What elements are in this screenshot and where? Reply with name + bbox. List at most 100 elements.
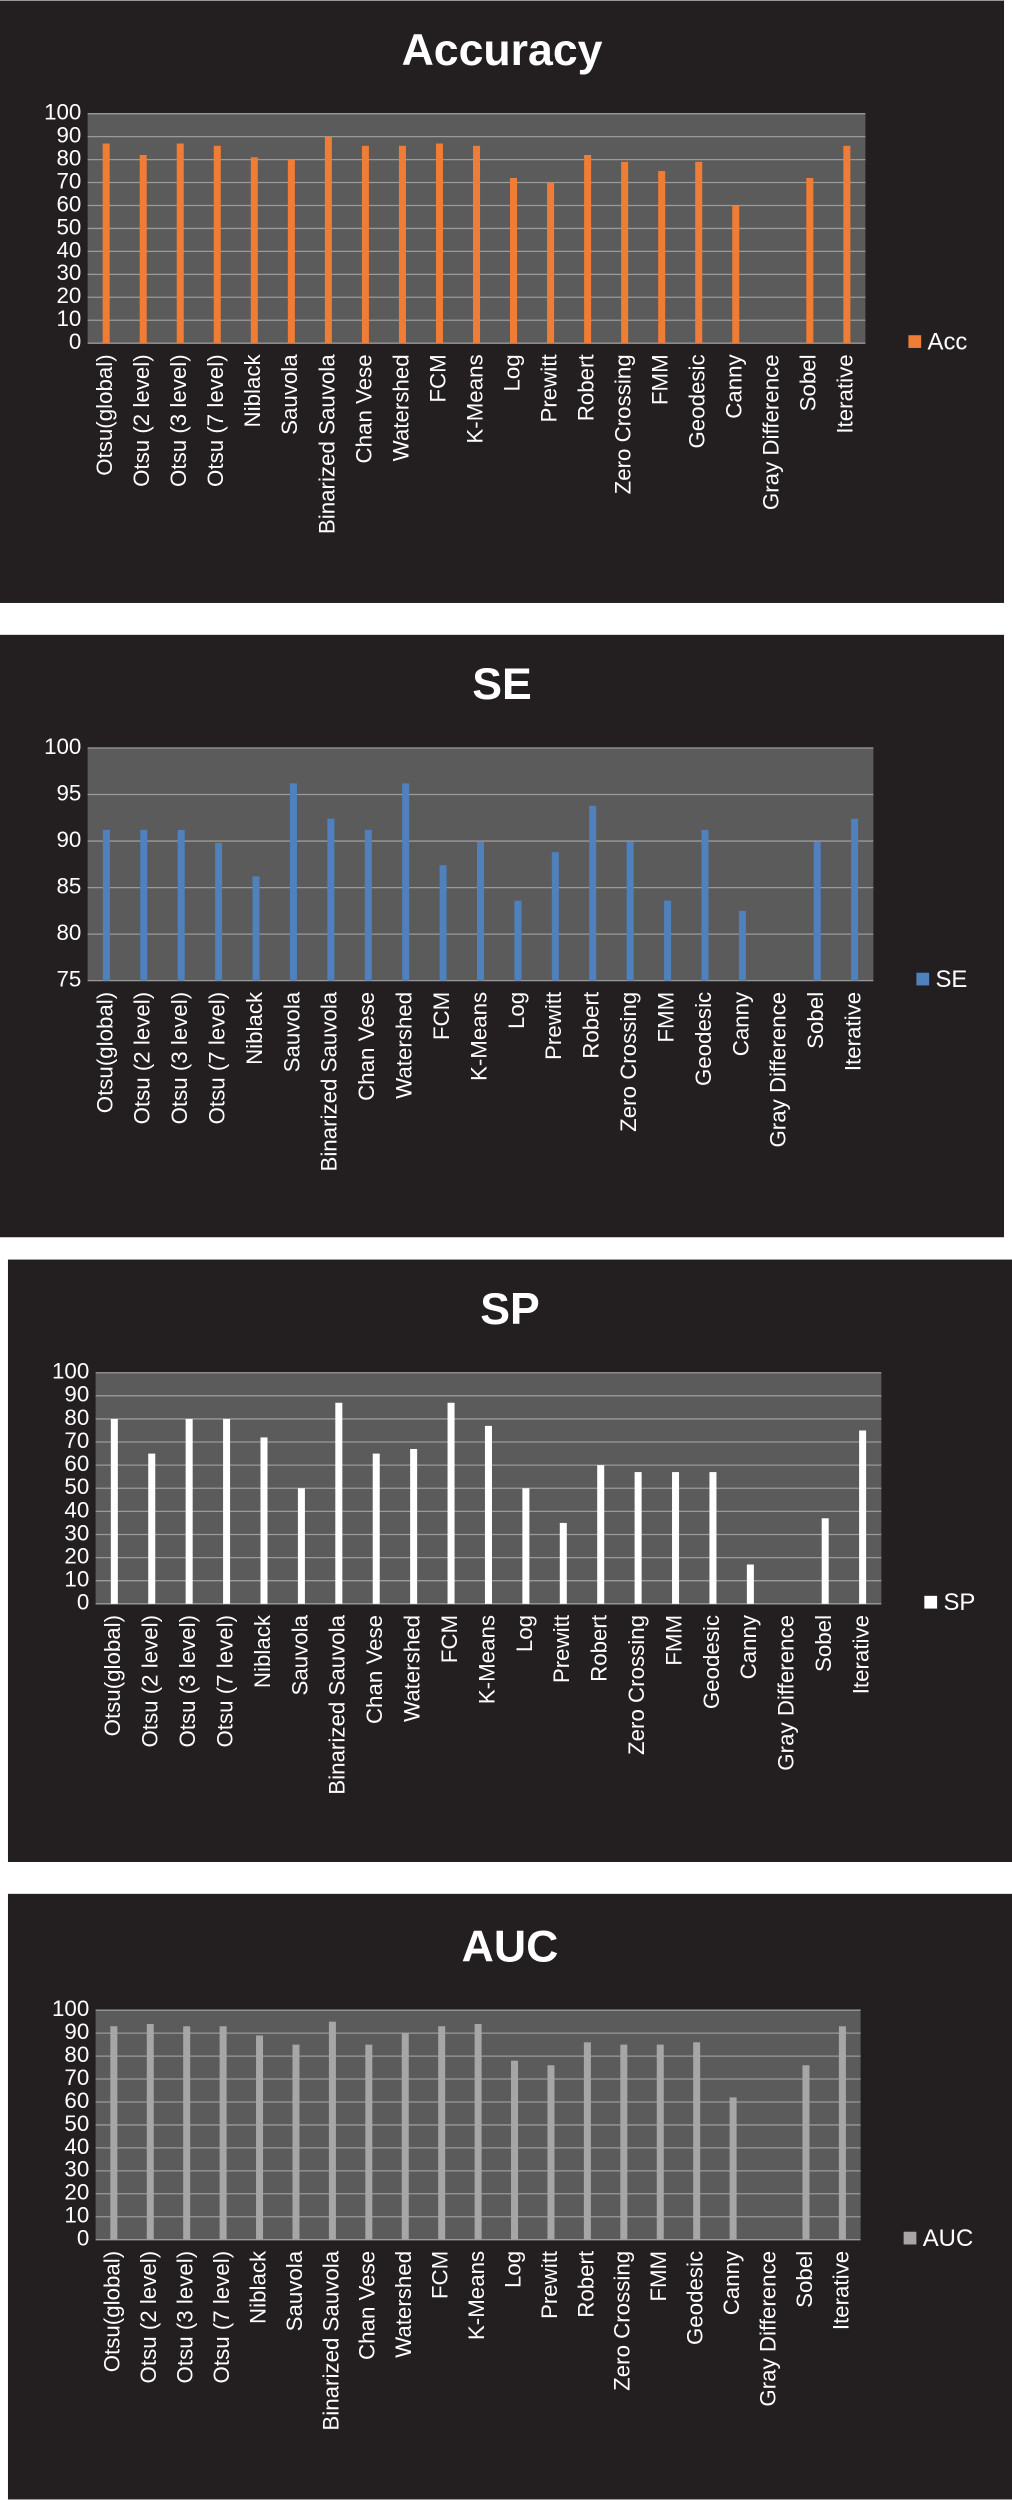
x-tick-label: Iterative	[828, 2251, 853, 2330]
x-tick-label: Niblack	[250, 1614, 275, 1688]
x-tick-label: Otsu (2 level)	[138, 1615, 163, 1748]
x-tick-label: Chan Vese	[355, 2251, 380, 2360]
bar	[476, 841, 485, 981]
bar	[102, 829, 110, 981]
bar	[361, 145, 369, 344]
bar	[110, 2026, 118, 2240]
bar	[439, 865, 447, 981]
y-tick-label: 70	[64, 2065, 89, 2090]
chart-title: Accuracy	[402, 26, 603, 75]
x-tick-label: Canny	[722, 353, 747, 418]
bar	[215, 842, 223, 981]
x-tick-label: Geodesic	[683, 2251, 708, 2345]
bar	[738, 910, 746, 981]
y-tick-label: 20	[64, 2180, 89, 2205]
x-tick-label: Prewitt	[536, 354, 561, 423]
x-tick-label: Gray Difference	[774, 1615, 799, 1771]
bar	[110, 1418, 118, 1604]
x-tick-label: Zero Crossing	[610, 2251, 635, 2391]
legend-swatch	[903, 2231, 917, 2245]
bar	[335, 1402, 343, 1604]
bar	[256, 2035, 264, 2240]
x-tick-label: Log	[512, 1615, 537, 1652]
x-tick-label: Sobel	[803, 992, 828, 1049]
x-tick-label: K-Means	[464, 2251, 489, 2340]
bar	[365, 2044, 373, 2240]
x-tick-label: Watershed	[391, 2251, 416, 2358]
x-tick-label: Iterative	[849, 1615, 874, 1694]
y-tick-label: 0	[69, 329, 81, 354]
x-tick-label: FMM	[648, 354, 673, 405]
x-tick-label: Sauvola	[279, 991, 304, 1072]
legend-swatch	[924, 1595, 938, 1609]
bar	[658, 171, 666, 344]
x-tick-label: Otsu (7 level)	[209, 2251, 234, 2384]
bar	[589, 805, 597, 981]
bar	[447, 1402, 455, 1604]
bar	[223, 1418, 231, 1604]
x-tick-label: Niblack	[240, 353, 265, 427]
bar	[372, 1453, 380, 1604]
x-tick-label: Otsu(global)	[92, 992, 117, 1113]
bar	[250, 157, 258, 344]
x-tick-label: Log	[500, 2251, 525, 2288]
y-tick-label: 60	[64, 1451, 89, 1476]
x-tick-label: Canny	[728, 991, 753, 1056]
y-tick-label: 100	[44, 734, 81, 759]
x-tick-label: Prewitt	[541, 991, 566, 1060]
x-tick-label: Otsu (3 level)	[175, 1615, 200, 1748]
x-tick-label: FMM	[653, 992, 678, 1043]
bar	[851, 818, 859, 981]
bar	[148, 1453, 156, 1604]
y-tick-label: 70	[64, 1428, 89, 1453]
x-tick-label: FCM	[437, 1615, 462, 1663]
bar	[806, 177, 814, 344]
bar	[146, 2023, 154, 2240]
x-tick-label: Sauvola	[277, 354, 302, 435]
bar	[177, 829, 185, 981]
bar	[297, 1488, 305, 1604]
bar	[474, 2023, 482, 2240]
bar	[484, 1425, 492, 1604]
x-tick-label: Otsu (7 level)	[212, 1615, 237, 1748]
bar	[551, 852, 559, 981]
bar	[709, 1472, 717, 1604]
legend-swatch	[916, 972, 930, 986]
bar	[626, 841, 634, 981]
bar	[732, 205, 740, 344]
chart-title: SE	[472, 660, 532, 709]
bar	[547, 182, 555, 344]
bar	[514, 900, 522, 981]
legend-label: SP	[943, 1589, 975, 1616]
y-tick-label: 80	[56, 145, 81, 170]
chart-title: AUC	[462, 1922, 559, 1971]
x-tick-label: FMM	[661, 1615, 686, 1666]
bar	[695, 161, 703, 344]
bar	[364, 829, 372, 981]
x-tick-label: Niblack	[242, 991, 267, 1065]
x-tick-label: Zero Crossing	[624, 1615, 649, 1755]
y-tick-label: 50	[64, 1474, 89, 1499]
bar	[559, 1522, 567, 1604]
bar	[821, 1518, 829, 1604]
bar	[473, 145, 481, 344]
bar	[597, 1465, 605, 1604]
bar	[410, 1448, 418, 1604]
bar	[252, 876, 260, 981]
x-tick-label: Watershed	[392, 992, 417, 1099]
x-tick-label: Sobel	[792, 2251, 817, 2308]
bar	[139, 155, 147, 344]
x-tick-label: Otsu (2 level)	[136, 2251, 161, 2384]
x-tick-label: Robert	[573, 2250, 598, 2318]
x-tick-label: Sobel	[796, 354, 821, 411]
x-tick-label: FCM	[429, 992, 454, 1040]
y-tick-label: 80	[56, 920, 81, 945]
x-tick-label: Otsu (7 level)	[204, 992, 229, 1125]
x-tick-label: Geodesic	[685, 354, 710, 448]
x-tick-label: Canny	[736, 1614, 761, 1679]
x-tick-label: Gray Difference	[766, 992, 791, 1148]
y-tick-label: 50	[56, 214, 81, 239]
x-tick-label: Sauvola	[287, 1614, 312, 1695]
y-tick-label: 90	[64, 2019, 89, 2044]
x-tick-label: Binarized Sauvola	[325, 1614, 350, 1794]
